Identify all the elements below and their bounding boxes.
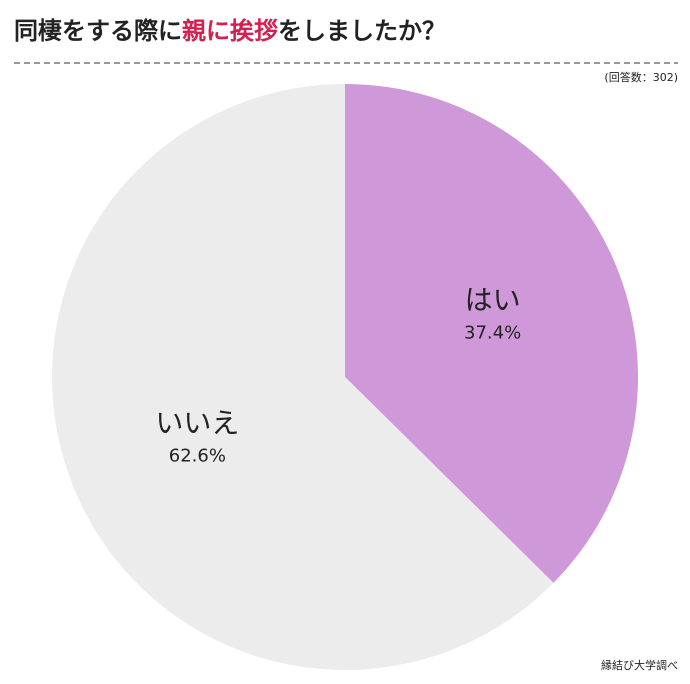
- title-part: 同棲をする際に: [14, 17, 182, 45]
- slice-label: はい: [465, 283, 521, 316]
- pie-slice: [345, 84, 638, 583]
- title-part: をしましたか？: [278, 17, 446, 45]
- subtitle: (回答数：302): [604, 70, 678, 84]
- title-part: 親に挨拶: [182, 17, 278, 45]
- source: 縁結び大学調べ: [601, 658, 678, 672]
- value-label: 37.4%: [464, 322, 521, 343]
- pie-slice: [51, 84, 554, 671]
- chart-title: 同棲をする際に親に挨拶をしましたか？: [14, 17, 446, 45]
- slice-label: いいえ: [155, 407, 239, 440]
- value-label: 62.6%: [169, 446, 226, 467]
